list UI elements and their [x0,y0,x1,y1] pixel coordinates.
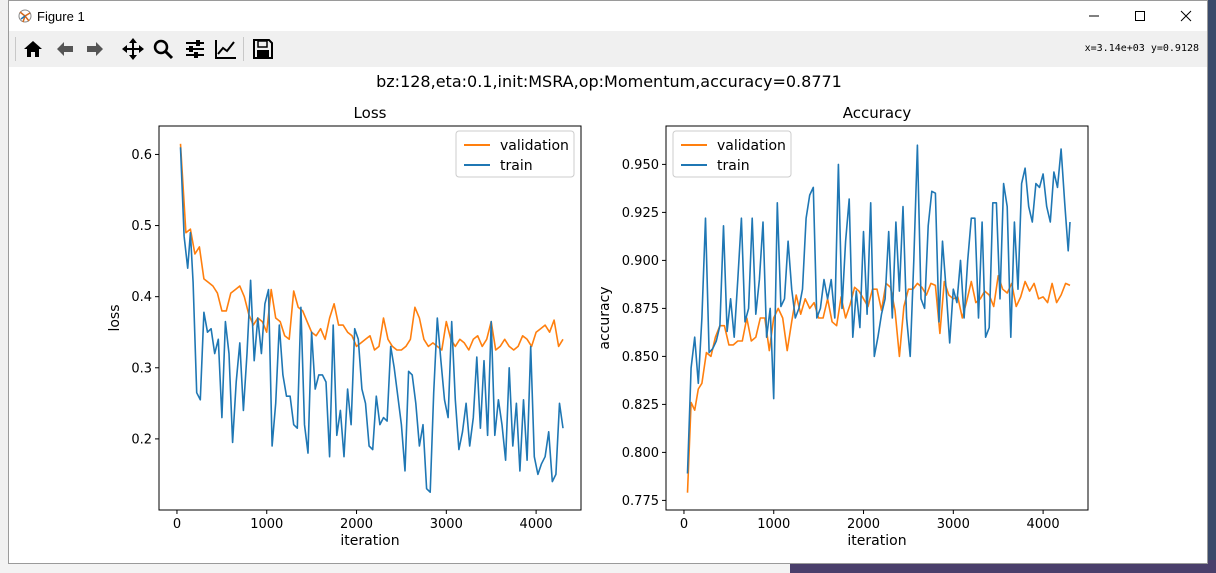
accuracy-ytick-label: 0.950 [622,158,659,173]
navigation-toolbar: x=3.14e+03 y=0.9128 [9,31,1207,67]
accuracy-yaxis-label: accuracy [597,286,613,349]
forward-button[interactable] [81,34,109,64]
toolbar-separator [243,37,244,61]
loss-legend-label-train: train [500,158,533,174]
loss-ytick-label: 0.4 [131,290,152,305]
accuracy-xtick-label: 1000 [757,517,790,532]
configure-subplots-button[interactable] [181,34,209,64]
toolbar-grip [15,37,16,61]
desktop-background-left [0,0,8,573]
figure-plot-area: bz:128,eta:0.1,init:MSRA,op:Momentum,acc… [107,72,1089,549]
accuracy-ytick-label: 0.875 [622,302,659,317]
accuracy-ytick-label: 0.925 [622,206,659,221]
figure-canvas[interactable]: bz:128,eta:0.1,init:MSRA,op:Momentum,acc… [9,67,1207,563]
accuracy-legend-label-validation: validation [717,138,786,154]
accuracy-validation-line [686,275,1071,493]
matplotlib-app-icon [18,9,32,23]
minimize-button[interactable] [1071,1,1117,31]
loss-ytick-label: 0.2 [131,432,152,447]
loss-xtick-label: 4000 [520,517,553,532]
accuracy-ytick-label: 0.800 [622,446,659,461]
accuracy-chart-title: Accuracy [843,104,912,122]
accuracy-axes-frame [665,125,1089,511]
desktop-background-right [1208,0,1216,573]
accuracy-xtick-label: 3000 [937,517,970,532]
accuracy-xtick-label: 0 [680,517,688,532]
loss-yaxis-label: loss [107,304,123,331]
back-icon [57,42,73,56]
loss-xtick-label: 3000 [430,517,463,532]
loss-train-line [179,147,564,494]
save-button[interactable] [249,34,277,64]
loss-chart-title: Loss [354,104,387,122]
accuracy-ytick-label: 0.825 [622,398,659,413]
loss-validation-line [179,143,564,351]
accuracy-ytick-label: 0.900 [622,254,659,269]
accuracy-legend-label-train: train [717,158,750,174]
edit-axis-icon [215,40,236,59]
cursor-coordinate-readout: x=3.14e+03 y=0.9128 [1084,43,1199,54]
pan-icon [122,38,144,60]
configure-subplots-icon [186,40,204,58]
minimize-icon [1089,15,1099,17]
title-bar[interactable]: Figure 1 [9,1,1207,31]
loss-axes-frame [158,125,582,511]
loss-xtick-label: 2000 [340,517,373,532]
accuracy-xtick-label: 4000 [1027,517,1060,532]
window-title: Figure 1 [37,9,85,24]
edit-axis-button[interactable] [212,34,240,64]
figure-window: Figure 1 [8,0,1208,564]
loss-legend-label-validation: validation [500,138,569,154]
close-icon [1180,10,1192,22]
accuracy-ytick-label: 0.850 [622,350,659,365]
loss-ytick-label: 0.3 [131,361,152,376]
forward-icon [87,42,103,56]
maximize-button[interactable] [1117,1,1163,31]
accuracy-xaxis-label: iteration [847,533,906,549]
accuracy-ytick-label: 0.775 [622,494,659,509]
loss-ytick-label: 0.6 [131,148,152,163]
home-icon [24,41,42,57]
home-button[interactable] [19,34,47,64]
accuracy-xtick-label: 2000 [847,517,880,532]
maximize-icon [1135,11,1145,21]
loss-xtick-label: 1000 [250,517,283,532]
zoom-icon [153,39,174,60]
back-button[interactable] [51,34,79,64]
pan-button[interactable] [119,34,147,64]
loss-ytick-label: 0.5 [131,219,152,234]
loss-xaxis-label: iteration [340,533,399,549]
zoom-button[interactable] [149,34,177,64]
close-button[interactable] [1163,1,1209,31]
accuracy-train-line [686,144,1071,474]
save-icon [253,39,273,59]
loss-xtick-label: 0 [173,517,181,532]
figure-suptitle: bz:128,eta:0.1,init:MSRA,op:Momentum,acc… [376,72,842,91]
